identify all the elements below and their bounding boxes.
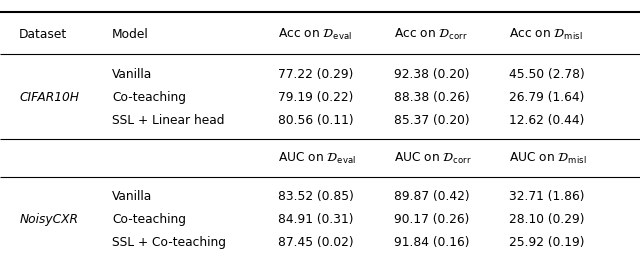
Text: 77.22 (0.29): 77.22 (0.29) xyxy=(278,68,354,81)
Text: 25.92 (0.19): 25.92 (0.19) xyxy=(509,236,584,249)
Text: Vanilla: Vanilla xyxy=(112,68,152,81)
Text: 89.87 (0.42): 89.87 (0.42) xyxy=(394,190,469,203)
Text: 45.50 (2.78): 45.50 (2.78) xyxy=(509,68,584,81)
Text: NoisyCXR: NoisyCXR xyxy=(19,213,78,226)
Text: 28.10 (0.29): 28.10 (0.29) xyxy=(509,213,584,226)
Text: SSL + Linear head: SSL + Linear head xyxy=(112,114,225,127)
Text: SSL + Co-teaching: SSL + Co-teaching xyxy=(112,236,226,249)
Text: 83.52 (0.85): 83.52 (0.85) xyxy=(278,190,355,203)
Text: 79.19 (0.22): 79.19 (0.22) xyxy=(278,91,354,104)
Text: 87.45 (0.02): 87.45 (0.02) xyxy=(278,236,354,249)
Text: 26.79 (1.64): 26.79 (1.64) xyxy=(509,91,584,104)
Text: 85.37 (0.20): 85.37 (0.20) xyxy=(394,114,469,127)
Text: Co-teaching: Co-teaching xyxy=(112,213,186,226)
Text: 88.38 (0.26): 88.38 (0.26) xyxy=(394,91,469,104)
Text: 90.17 (0.26): 90.17 (0.26) xyxy=(394,213,469,226)
Text: Co-teaching: Co-teaching xyxy=(112,91,186,104)
Text: Vanilla: Vanilla xyxy=(112,190,152,203)
Text: AUC on $\mathcal{D}_{\mathrm{eval}}$: AUC on $\mathcal{D}_{\mathrm{eval}}$ xyxy=(278,151,356,166)
Text: Acc on $\mathcal{D}_{\mathrm{eval}}$: Acc on $\mathcal{D}_{\mathrm{eval}}$ xyxy=(278,27,353,42)
Text: 80.56 (0.11): 80.56 (0.11) xyxy=(278,114,354,127)
Text: 32.71 (1.86): 32.71 (1.86) xyxy=(509,190,584,203)
Text: Acc on $\mathcal{D}_{\mathrm{corr}}$: Acc on $\mathcal{D}_{\mathrm{corr}}$ xyxy=(394,27,467,42)
Text: Acc on $\mathcal{D}_{\mathrm{misl}}$: Acc on $\mathcal{D}_{\mathrm{misl}}$ xyxy=(509,27,582,42)
Text: AUC on $\mathcal{D}_{\mathrm{misl}}$: AUC on $\mathcal{D}_{\mathrm{misl}}$ xyxy=(509,151,586,166)
Text: CIFAR10H: CIFAR10H xyxy=(19,91,79,104)
Text: 92.38 (0.20): 92.38 (0.20) xyxy=(394,68,469,81)
Text: Model: Model xyxy=(112,28,148,41)
Text: Dataset: Dataset xyxy=(19,28,67,41)
Text: 12.62 (0.44): 12.62 (0.44) xyxy=(509,114,584,127)
Text: 84.91 (0.31): 84.91 (0.31) xyxy=(278,213,354,226)
Text: AUC on $\mathcal{D}_{\mathrm{corr}}$: AUC on $\mathcal{D}_{\mathrm{corr}}$ xyxy=(394,151,472,166)
Text: 91.84 (0.16): 91.84 (0.16) xyxy=(394,236,469,249)
